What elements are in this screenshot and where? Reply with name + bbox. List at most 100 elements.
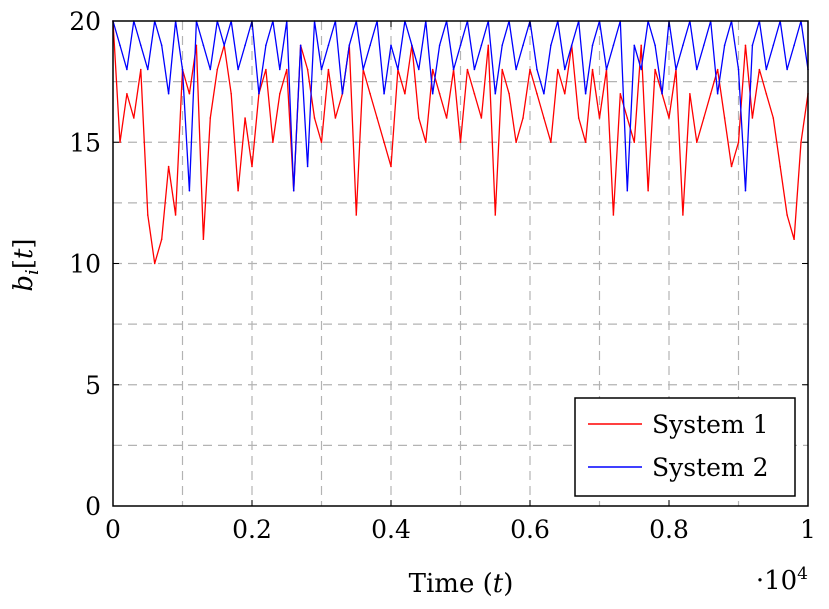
x-axis-title: Time (t) [409, 569, 514, 599]
data-point-series-1 [626, 117, 629, 119]
data-point-series-1 [737, 141, 740, 144]
data-point-series-2 [279, 68, 281, 71]
data-point-series-1 [466, 68, 469, 71]
data-point-series-2 [362, 68, 365, 71]
data-point-series-1 [584, 141, 587, 144]
data-point-series-2 [591, 44, 594, 47]
data-point-series-1 [591, 68, 594, 71]
data-point-series-2 [397, 68, 399, 71]
data-point-series-2 [612, 44, 615, 47]
data-point-series-2 [411, 44, 413, 47]
data-point-series-2 [188, 189, 191, 192]
data-point-series-2 [320, 68, 323, 71]
data-point-series-2 [181, 68, 184, 71]
data-point-series-2 [522, 44, 524, 47]
data-point-series-2 [563, 68, 566, 71]
y-tick-label: 20 [69, 7, 101, 36]
data-point-series-2 [536, 68, 538, 71]
data-point-series-1 [772, 117, 775, 119]
data-point-series-1 [612, 214, 615, 216]
data-point-series-1 [251, 165, 253, 168]
data-point-series-1 [146, 214, 149, 216]
legend-box [574, 397, 796, 497]
y-tick-label: 10 [69, 250, 101, 279]
data-point-series-1 [668, 117, 670, 119]
data-point-series-2 [299, 44, 302, 47]
data-point-series-1 [702, 117, 705, 119]
data-point-series-2 [292, 189, 295, 192]
data-point-series-1 [508, 92, 510, 95]
data-point-series-2 [786, 68, 788, 71]
data-point-series-1 [119, 141, 121, 144]
data-point-series-1 [758, 68, 761, 71]
data-point-series-2 [237, 68, 239, 71]
data-point-series-1 [174, 214, 177, 216]
data-point-series-1 [153, 262, 156, 265]
data-point-series-1 [786, 214, 788, 216]
x-tick-label: 0.4 [371, 515, 411, 544]
data-point-series-1 [793, 238, 795, 241]
data-point-series-1 [682, 214, 684, 216]
data-point-series-1 [369, 92, 371, 95]
data-point-series-2 [584, 92, 587, 95]
y-tick-label: 15 [69, 128, 101, 157]
data-point-series-2 [146, 68, 149, 71]
data-point-series-2 [702, 44, 705, 47]
data-point-series-1 [515, 141, 517, 144]
data-point-series-1 [431, 68, 434, 71]
data-point-series-2 [244, 44, 246, 47]
data-point-series-1 [543, 117, 545, 119]
data-point-series-1 [480, 117, 483, 119]
data-point-series-2 [369, 44, 371, 47]
data-point-series-1 [327, 68, 330, 71]
x-tick-label: 0.8 [649, 515, 689, 544]
data-point-series-2 [543, 92, 545, 95]
data-point-series-1 [522, 117, 524, 119]
series-line-2 [112, 20, 809, 191]
data-point-series-1 [598, 117, 601, 119]
data-point-series-1 [244, 117, 246, 119]
data-point-series-1 [716, 68, 719, 71]
legend-label-system-1: System 1 [652, 410, 768, 439]
data-point-series-1 [577, 117, 580, 119]
x-tick-label: 1 [800, 515, 816, 544]
data-point-series-2 [383, 92, 385, 95]
data-point-series-1 [140, 68, 142, 71]
data-point-series-2 [459, 44, 462, 47]
data-point-series-1 [209, 117, 212, 119]
data-point-series-1 [418, 117, 420, 119]
y-tick-label: 0 [85, 492, 101, 521]
data-point-series-2 [675, 68, 677, 71]
data-point-series-2 [202, 44, 205, 47]
data-point-series-1 [279, 92, 281, 95]
data-point-series-1 [313, 117, 316, 119]
x-axis-title-word: Time ( [409, 569, 493, 599]
data-point-series-1 [494, 214, 497, 216]
data-point-series-2 [438, 44, 441, 47]
data-point-series-1 [160, 238, 163, 241]
data-point-series-2 [418, 68, 420, 71]
data-point-series-2 [480, 44, 483, 47]
data-point-series-1 [730, 165, 733, 168]
data-point-series-2 [696, 68, 698, 71]
data-point-series-1 [751, 117, 754, 119]
data-point-series-2 [605, 68, 608, 71]
y-tick-label: 5 [85, 371, 101, 400]
data-point-series-2 [126, 68, 128, 71]
x-tick-label: 0.2 [232, 515, 272, 544]
data-point-series-1 [390, 165, 392, 168]
data-point-series-1 [633, 141, 636, 144]
data-point-series-2 [431, 92, 434, 95]
data-point-series-2 [473, 68, 476, 71]
data-point-series-2 [793, 44, 795, 47]
data-point-series-1 [689, 92, 691, 95]
data-point-series-1 [459, 141, 462, 144]
data-point-series-1 [765, 92, 768, 95]
data-point-series-1 [647, 189, 649, 192]
data-point-series-1 [126, 92, 128, 95]
data-point-series-2 [716, 92, 719, 95]
data-point-series-1 [438, 92, 441, 95]
data-point-series-2 [390, 44, 392, 47]
data-point-series-1 [424, 141, 427, 144]
